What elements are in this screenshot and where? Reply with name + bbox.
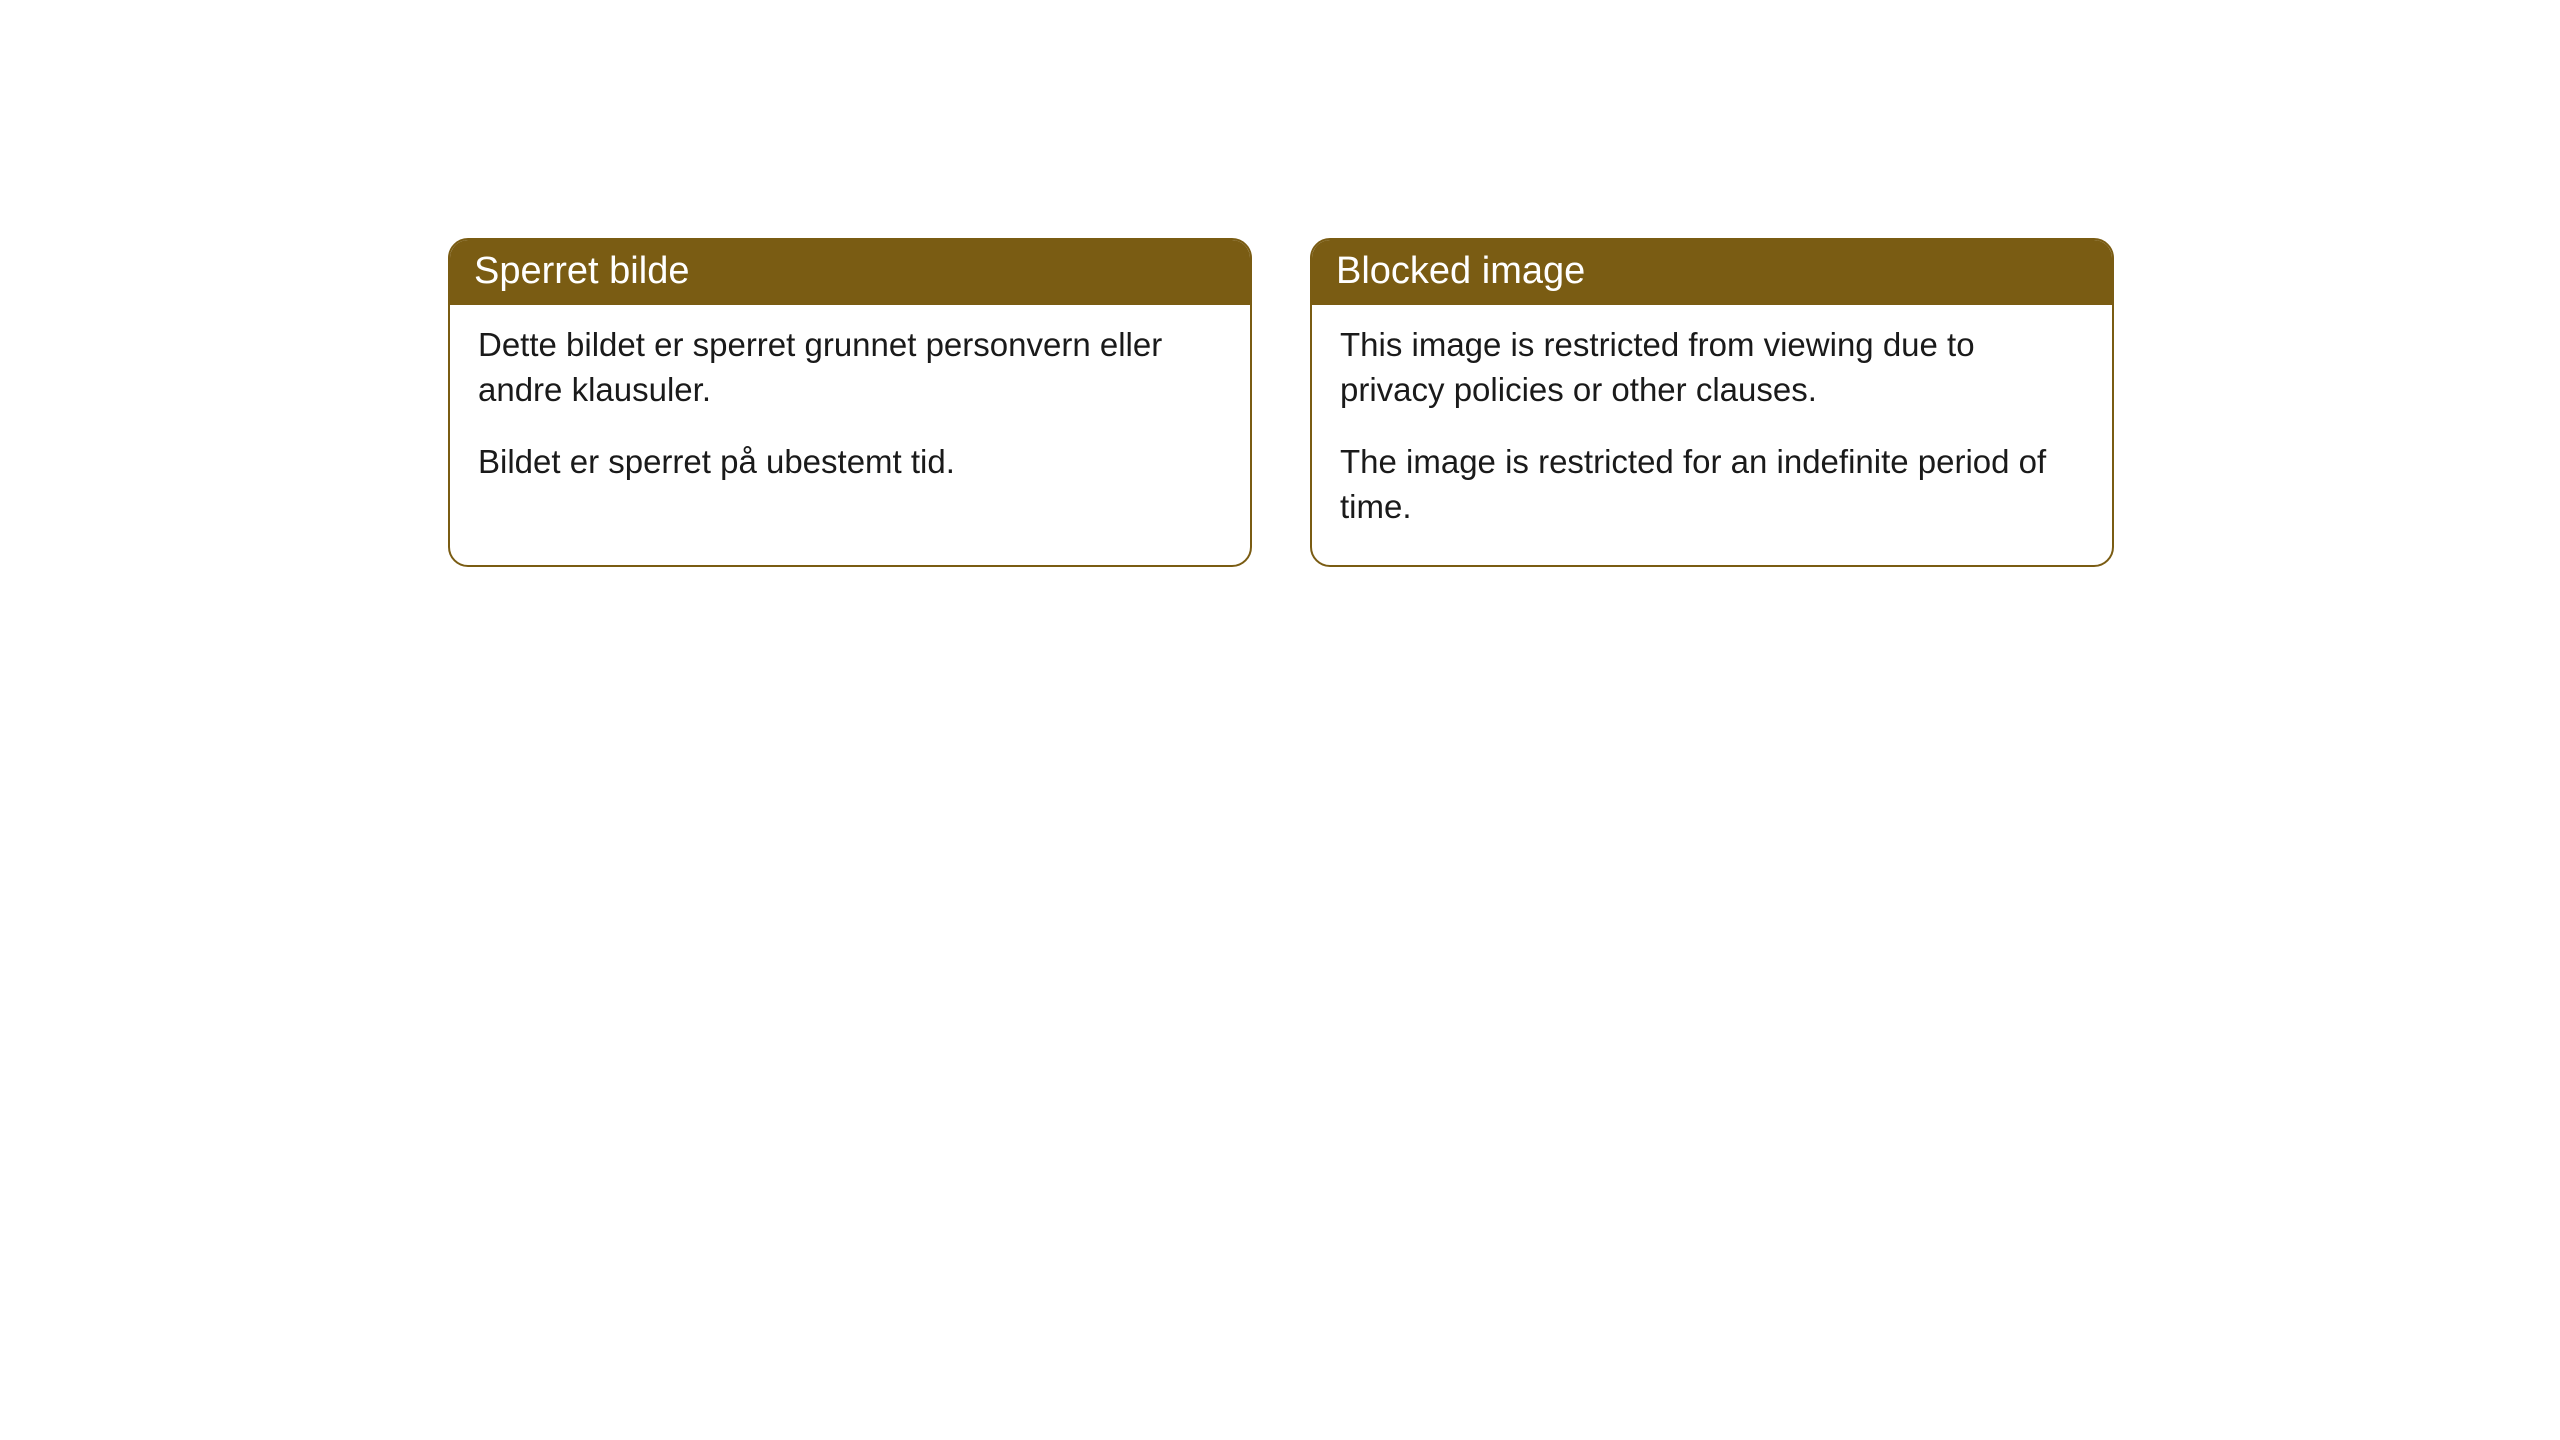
card-paragraph: Bildet er sperret på ubestemt tid. <box>478 440 1222 485</box>
card-body-en: This image is restricted from viewing du… <box>1312 305 2112 565</box>
notice-container: Sperret bilde Dette bildet er sperret gr… <box>0 0 2560 567</box>
card-paragraph: This image is restricted from viewing du… <box>1340 323 2084 412</box>
card-header-no: Sperret bilde <box>450 240 1250 305</box>
blocked-image-card-no: Sperret bilde Dette bildet er sperret gr… <box>448 238 1252 567</box>
card-paragraph: The image is restricted for an indefinit… <box>1340 440 2084 529</box>
card-paragraph: Dette bildet er sperret grunnet personve… <box>478 323 1222 412</box>
blocked-image-card-en: Blocked image This image is restricted f… <box>1310 238 2114 567</box>
card-body-no: Dette bildet er sperret grunnet personve… <box>450 305 1250 521</box>
card-header-en: Blocked image <box>1312 240 2112 305</box>
